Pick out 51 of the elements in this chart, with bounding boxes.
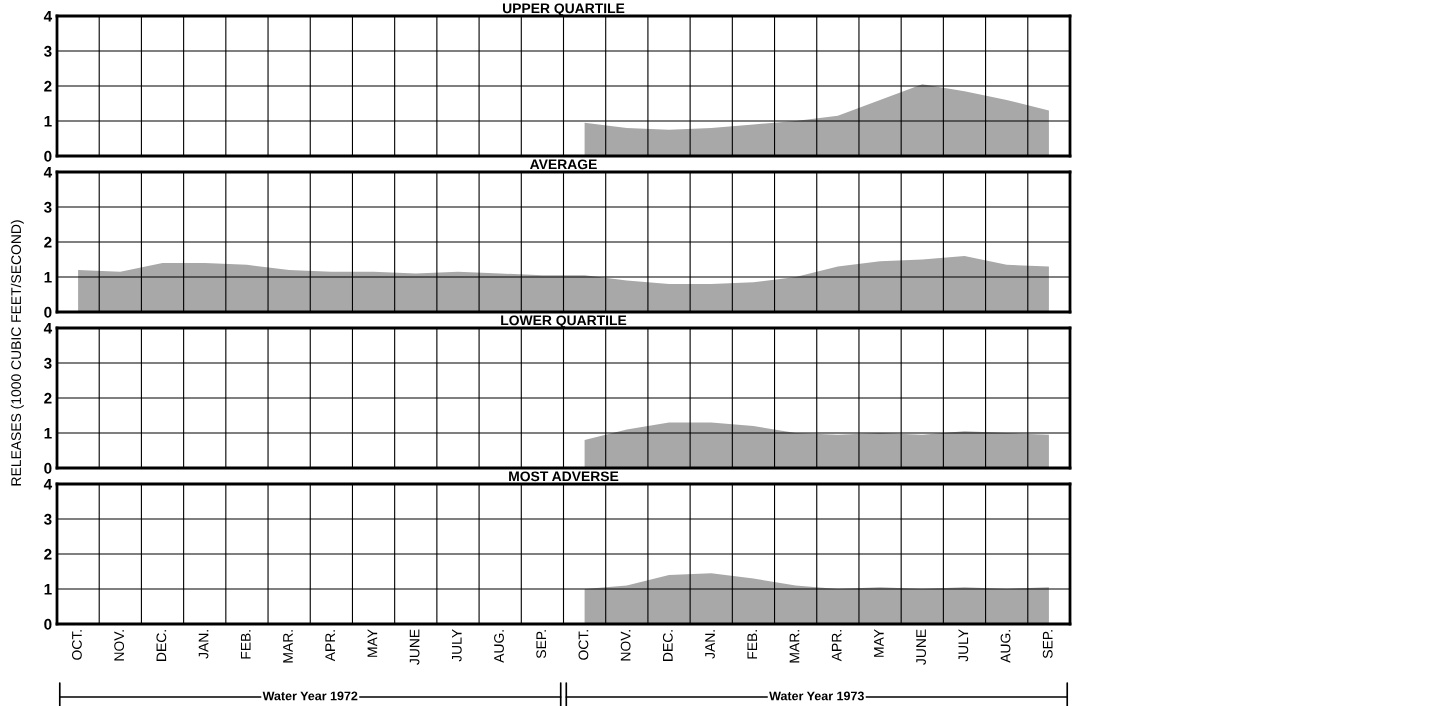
x-tick-label: JUNE	[409, 629, 420, 665]
y-tick-label: 3	[43, 201, 52, 213]
x-tick-label: SEP.	[1042, 630, 1053, 659]
chart-title: LOWER QUARTILE	[501, 315, 627, 328]
x-tick-label: MAR.	[283, 630, 293, 663]
y-tick-label: 4	[43, 479, 53, 490]
x-tick-label: JUNE	[916, 629, 926, 665]
y-tick-label: 2	[44, 392, 52, 404]
y-tick-label: 2	[44, 236, 52, 248]
y-tick-label: 1	[44, 272, 52, 283]
x-tick-label: FEB.	[747, 630, 758, 659]
y-tick-label: 0	[44, 150, 52, 162]
x-tick-label: AUG.	[494, 630, 504, 663]
y-tick-label: 1	[44, 584, 52, 595]
y-tick-label: 2	[44, 548, 52, 560]
text: Water Year 1972	[262, 691, 358, 701]
x-tick-label: OCT.	[578, 630, 589, 660]
x-tick-label: FEB.	[240, 630, 251, 659]
y-tick-label: 4	[43, 11, 53, 22]
y-axis-title: RELEASES (1000 CUBIC FEET/SECOND)	[10, 220, 24, 486]
y-tick-label: 0	[44, 618, 52, 630]
text: Water Year 1973	[769, 691, 864, 701]
y-tick-label: 4	[43, 323, 53, 334]
x-tick-label: OCT.	[72, 630, 82, 660]
chart-title: AVERAGE	[530, 159, 597, 170]
x-tick-label: MAY	[874, 629, 884, 657]
x-tick-label: APR.	[831, 630, 842, 662]
y-tick-label: 3	[43, 357, 52, 369]
x-tick-label: JAN.	[705, 630, 715, 659]
y-tick-label: 0	[44, 306, 52, 318]
x-tick-label: APR.	[325, 630, 335, 662]
x-tick-label: AUG.	[1000, 630, 1011, 663]
y-tick-label: 4	[43, 167, 53, 178]
y-tick-label: 3	[43, 45, 52, 57]
x-tick-label: MAY	[367, 629, 378, 657]
x-tick-label: DEC.	[662, 630, 673, 661]
y-tick-label: 1	[44, 428, 52, 439]
y-tick-label: 3	[43, 513, 52, 525]
x-tick-label: NOV.	[114, 630, 125, 661]
chart-title: MOST ADVERSE	[509, 471, 619, 482]
y-tick-label: 0	[44, 462, 52, 474]
chart-title: UPPER QUARTILE	[502, 3, 625, 16]
y-tick-label: 1	[44, 116, 52, 127]
x-tick-label: SEP.	[536, 630, 547, 659]
x-tick-label: JULY	[452, 629, 462, 662]
x-tick-label: DEC.	[156, 630, 167, 661]
y-tick-label: 2	[44, 80, 52, 92]
x-tick-label: JULY	[958, 629, 969, 662]
x-tick-label: JAN.	[198, 630, 209, 659]
x-tick-label: NOV.	[620, 630, 631, 661]
x-tick-label: MAR.	[789, 630, 800, 663]
